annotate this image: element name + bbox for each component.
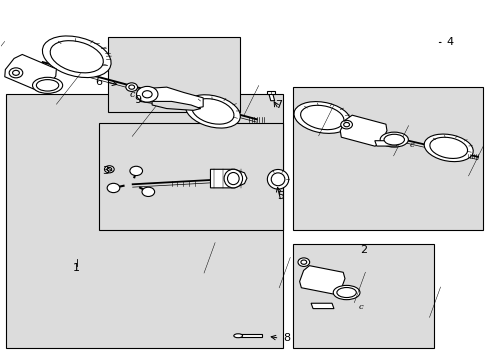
Bar xyxy=(99,123,283,230)
Circle shape xyxy=(142,91,152,98)
Circle shape xyxy=(125,83,137,91)
Text: c: c xyxy=(408,141,413,149)
Text: c: c xyxy=(358,303,363,311)
Text: 4: 4 xyxy=(446,37,452,48)
Polygon shape xyxy=(152,102,201,111)
Ellipse shape xyxy=(423,134,472,162)
Circle shape xyxy=(130,166,142,176)
Polygon shape xyxy=(210,169,246,188)
Ellipse shape xyxy=(50,41,103,73)
Polygon shape xyxy=(299,266,344,294)
Text: 1: 1 xyxy=(73,262,80,273)
Ellipse shape xyxy=(383,134,404,145)
Bar xyxy=(108,37,239,112)
Ellipse shape xyxy=(191,99,233,124)
Polygon shape xyxy=(5,54,56,91)
Ellipse shape xyxy=(429,137,467,158)
Circle shape xyxy=(107,167,112,171)
Circle shape xyxy=(128,85,134,89)
Polygon shape xyxy=(239,334,261,337)
Ellipse shape xyxy=(379,132,407,147)
Ellipse shape xyxy=(293,102,350,133)
Circle shape xyxy=(9,68,23,78)
Polygon shape xyxy=(340,115,386,146)
Polygon shape xyxy=(266,91,274,94)
Circle shape xyxy=(297,258,309,266)
Ellipse shape xyxy=(233,334,242,338)
Ellipse shape xyxy=(271,173,285,186)
Ellipse shape xyxy=(224,169,242,188)
Ellipse shape xyxy=(300,105,343,130)
Ellipse shape xyxy=(332,285,359,300)
Ellipse shape xyxy=(267,170,288,189)
Text: c: c xyxy=(130,90,135,99)
Ellipse shape xyxy=(227,172,239,185)
Polygon shape xyxy=(374,141,396,146)
Circle shape xyxy=(343,122,349,127)
Text: 9: 9 xyxy=(134,95,141,105)
Circle shape xyxy=(136,86,158,102)
Polygon shape xyxy=(140,87,203,109)
Text: 7: 7 xyxy=(274,100,282,110)
Ellipse shape xyxy=(32,77,62,93)
Text: 8: 8 xyxy=(283,333,290,343)
Text: 3: 3 xyxy=(102,166,109,176)
Bar xyxy=(292,244,433,348)
Ellipse shape xyxy=(185,95,240,128)
Ellipse shape xyxy=(36,80,59,91)
Ellipse shape xyxy=(336,288,356,297)
Circle shape xyxy=(300,260,306,264)
Text: 5: 5 xyxy=(277,191,284,201)
Polygon shape xyxy=(310,303,333,309)
Polygon shape xyxy=(268,94,274,101)
Circle shape xyxy=(107,183,120,193)
Circle shape xyxy=(104,166,114,173)
Text: 2: 2 xyxy=(359,245,366,255)
Text: 6: 6 xyxy=(95,77,102,87)
Ellipse shape xyxy=(42,36,111,77)
Bar xyxy=(292,87,482,230)
Circle shape xyxy=(13,70,20,75)
Bar xyxy=(6,94,283,348)
Circle shape xyxy=(142,187,154,197)
Circle shape xyxy=(340,120,352,129)
